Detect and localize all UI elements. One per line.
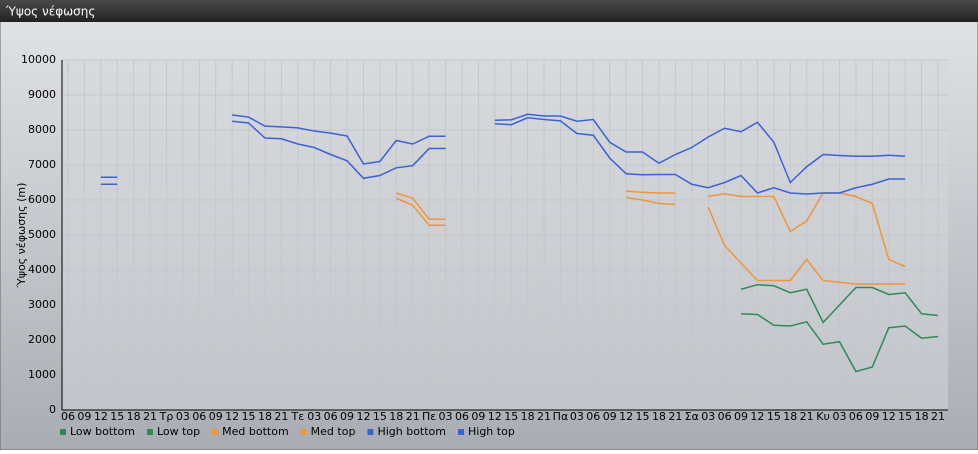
x-tick-label: 21	[800, 410, 814, 423]
x-tick-label: 09	[77, 410, 91, 423]
x-tick-label: 09	[471, 410, 485, 423]
x-tick-label: 12	[356, 410, 370, 423]
x-tick-label: 03	[833, 410, 847, 423]
legend-swatch	[367, 429, 374, 435]
x-tick-label: 18	[258, 410, 272, 423]
x-tick-label: Σα	[685, 410, 699, 423]
y-tick-label: 7000	[28, 158, 56, 171]
x-tick-label: 18	[389, 410, 403, 423]
y-tick-label: 2000	[28, 333, 56, 346]
x-tick-label: 06	[849, 410, 863, 423]
x-tick-label: 18	[783, 410, 797, 423]
x-tick-label: 06	[718, 410, 732, 423]
x-tick-label: 15	[373, 410, 387, 423]
x-tick-label: 18	[521, 410, 535, 423]
series-line	[100, 116, 906, 195]
chart-title: Ύψος νέφωσης	[5, 5, 95, 19]
legend-label: High top	[468, 425, 515, 438]
x-tick-label: 21	[668, 410, 682, 423]
x-tick-label: 12	[488, 410, 502, 423]
x-tick-label: 21	[537, 410, 551, 423]
x-tick-label: 15	[636, 410, 650, 423]
legend-swatch	[300, 429, 307, 435]
x-tick-label: 12	[882, 410, 896, 423]
x-tick-label: 09	[865, 410, 879, 423]
legend-label: High bottom	[377, 425, 446, 438]
x-tick-label: 06	[324, 410, 338, 423]
x-tick-label: 09	[603, 410, 617, 423]
x-tick-label: 21	[931, 410, 945, 423]
x-tick-label: Τρ	[159, 410, 174, 423]
x-tick-label: 12	[225, 410, 239, 423]
series-line	[396, 196, 906, 285]
x-tick-label: Πα	[553, 410, 569, 423]
x-tick-label: Κυ	[816, 410, 830, 423]
x-tick-label: 15	[767, 410, 781, 423]
x-tick-label: 06	[192, 410, 206, 423]
x-tick-label: 09	[340, 410, 354, 423]
legend-swatch	[212, 429, 219, 435]
x-tick-label: 09	[734, 410, 748, 423]
x-tick-label: 15	[898, 410, 912, 423]
x-tick-label: 21	[143, 410, 157, 423]
title-bar	[0, 0, 978, 22]
y-tick-label: 4000	[28, 263, 56, 276]
x-tick-label: 21	[406, 410, 420, 423]
legend-label: Low top	[157, 425, 200, 438]
x-tick-label: 03	[176, 410, 190, 423]
y-tick-label: 8000	[28, 123, 56, 136]
x-tick-label: 21	[274, 410, 288, 423]
legend-swatch	[458, 429, 464, 435]
x-tick-label: 06	[455, 410, 469, 423]
x-tick-label: 18	[127, 410, 141, 423]
series-line	[740, 283, 939, 324]
x-tick-label: Πε	[422, 410, 436, 423]
x-tick-label: 06	[61, 410, 75, 423]
y-axis-label: Ύψος νέφωσης (m)	[15, 183, 28, 289]
x-tick-label: 03	[701, 410, 715, 423]
y-tick-label: 5000	[28, 228, 56, 241]
x-tick-label: 03	[307, 410, 321, 423]
x-tick-label: 15	[110, 410, 124, 423]
y-tick-label: 6000	[28, 193, 56, 206]
y-tick-label: 9000	[28, 88, 56, 101]
series-line	[100, 113, 906, 184]
x-tick-label: 18	[652, 410, 666, 423]
legend-label: Low bottom	[70, 425, 135, 438]
y-tick-label: 0	[49, 403, 56, 416]
x-tick-label: 09	[209, 410, 223, 423]
y-tick-label: 1000	[28, 368, 56, 381]
x-tick-label: 15	[242, 410, 256, 423]
y-tick-label: 10000	[21, 53, 56, 66]
x-tick-label: 03	[570, 410, 584, 423]
y-tick-label: 3000	[28, 298, 56, 311]
x-tick-label: 12	[94, 410, 108, 423]
x-tick-label: 12	[750, 410, 764, 423]
legend-swatch	[60, 429, 66, 435]
legend-label: Med bottom	[222, 425, 289, 438]
legend-swatch	[146, 429, 153, 435]
x-tick-label: 06	[586, 410, 600, 423]
series-line	[396, 190, 906, 268]
series-line	[740, 313, 939, 373]
x-tick-label: 12	[619, 410, 633, 423]
x-tick-label: 18	[915, 410, 929, 423]
x-tick-label: Τε	[290, 410, 304, 423]
legend-label: Med top	[311, 425, 356, 438]
x-tick-label: 03	[439, 410, 453, 423]
x-tick-label: 15	[504, 410, 518, 423]
